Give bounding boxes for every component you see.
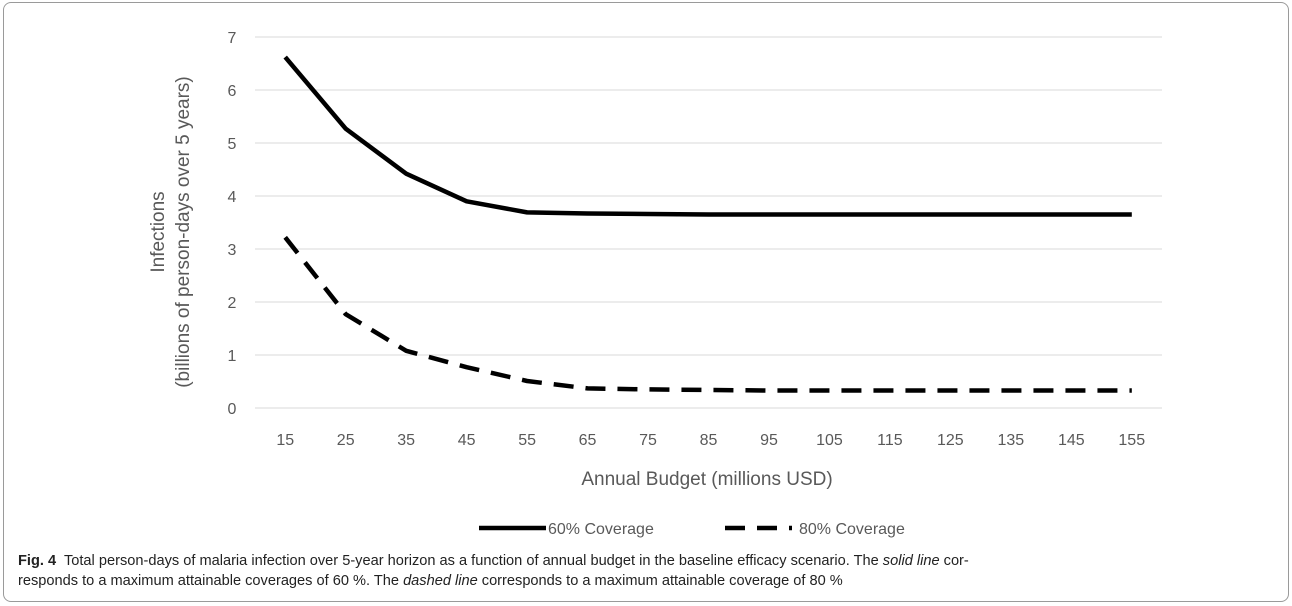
legend-label-60: 60% Coverage	[548, 521, 654, 538]
y-tick-5: 5	[228, 136, 237, 153]
series-line-60	[283, 55, 1132, 217]
x-tick-25: 25	[337, 432, 355, 449]
gridlines	[255, 36, 1162, 409]
x-tick-105: 105	[816, 432, 843, 449]
y-tick-1: 1	[228, 348, 237, 365]
x-tick-125: 125	[937, 432, 964, 449]
x-tick-75: 75	[639, 432, 657, 449]
figure-caption: Fig. 4 Total person-days of malaria infe…	[18, 551, 1280, 591]
caption-emphasis-dashed: dashed line	[403, 573, 478, 589]
y-tick-7: 7	[228, 30, 237, 47]
series-line-80	[283, 235, 1132, 393]
series-lines	[283, 55, 1132, 393]
caption-text-1: Total person-days of malaria infection o…	[63, 553, 883, 569]
x-tick-labels: 15 25 35 45 55 65 75 85 95 105 115 125 135 145 155	[276, 432, 1145, 449]
caption-emphasis-solid: solid line	[882, 553, 940, 569]
caption-text-3: responds to a maximum attainable coverag…	[18, 573, 404, 589]
y-tick-2: 2	[228, 295, 237, 312]
x-tick-85: 85	[700, 432, 718, 449]
caption-text-2: cor-	[939, 553, 969, 569]
y-tick-4: 4	[228, 189, 237, 206]
x-tick-45: 45	[458, 432, 476, 449]
y-axis-title-line1: Infections	[148, 191, 169, 272]
x-tick-95: 95	[760, 432, 778, 449]
x-tick-155: 155	[1118, 432, 1145, 449]
x-tick-145: 145	[1058, 432, 1085, 449]
y-tick-labels: 0 1 2 3 4 5 6 7	[228, 30, 237, 418]
y-axis-title-line2: (billions of person-days over 5 years)	[173, 76, 194, 388]
y-tick-6: 6	[228, 83, 237, 100]
x-tick-15: 15	[276, 432, 294, 449]
caption-label: Fig. 4	[18, 553, 57, 569]
y-tick-0: 0	[228, 401, 237, 418]
x-tick-135: 135	[997, 432, 1024, 449]
x-tick-55: 55	[518, 432, 536, 449]
x-tick-35: 35	[397, 432, 415, 449]
x-tick-115: 115	[877, 432, 903, 449]
x-tick-65: 65	[579, 432, 597, 449]
legend-label-80: 80% Coverage	[799, 521, 905, 538]
x-axis-title: Annual Budget (millions USD)	[581, 469, 832, 490]
legend: 60% Coverage 80% Coverage	[479, 521, 905, 538]
y-tick-3: 3	[228, 242, 237, 259]
caption-text-4: corresponds to a maximum attainable cove…	[477, 573, 843, 589]
